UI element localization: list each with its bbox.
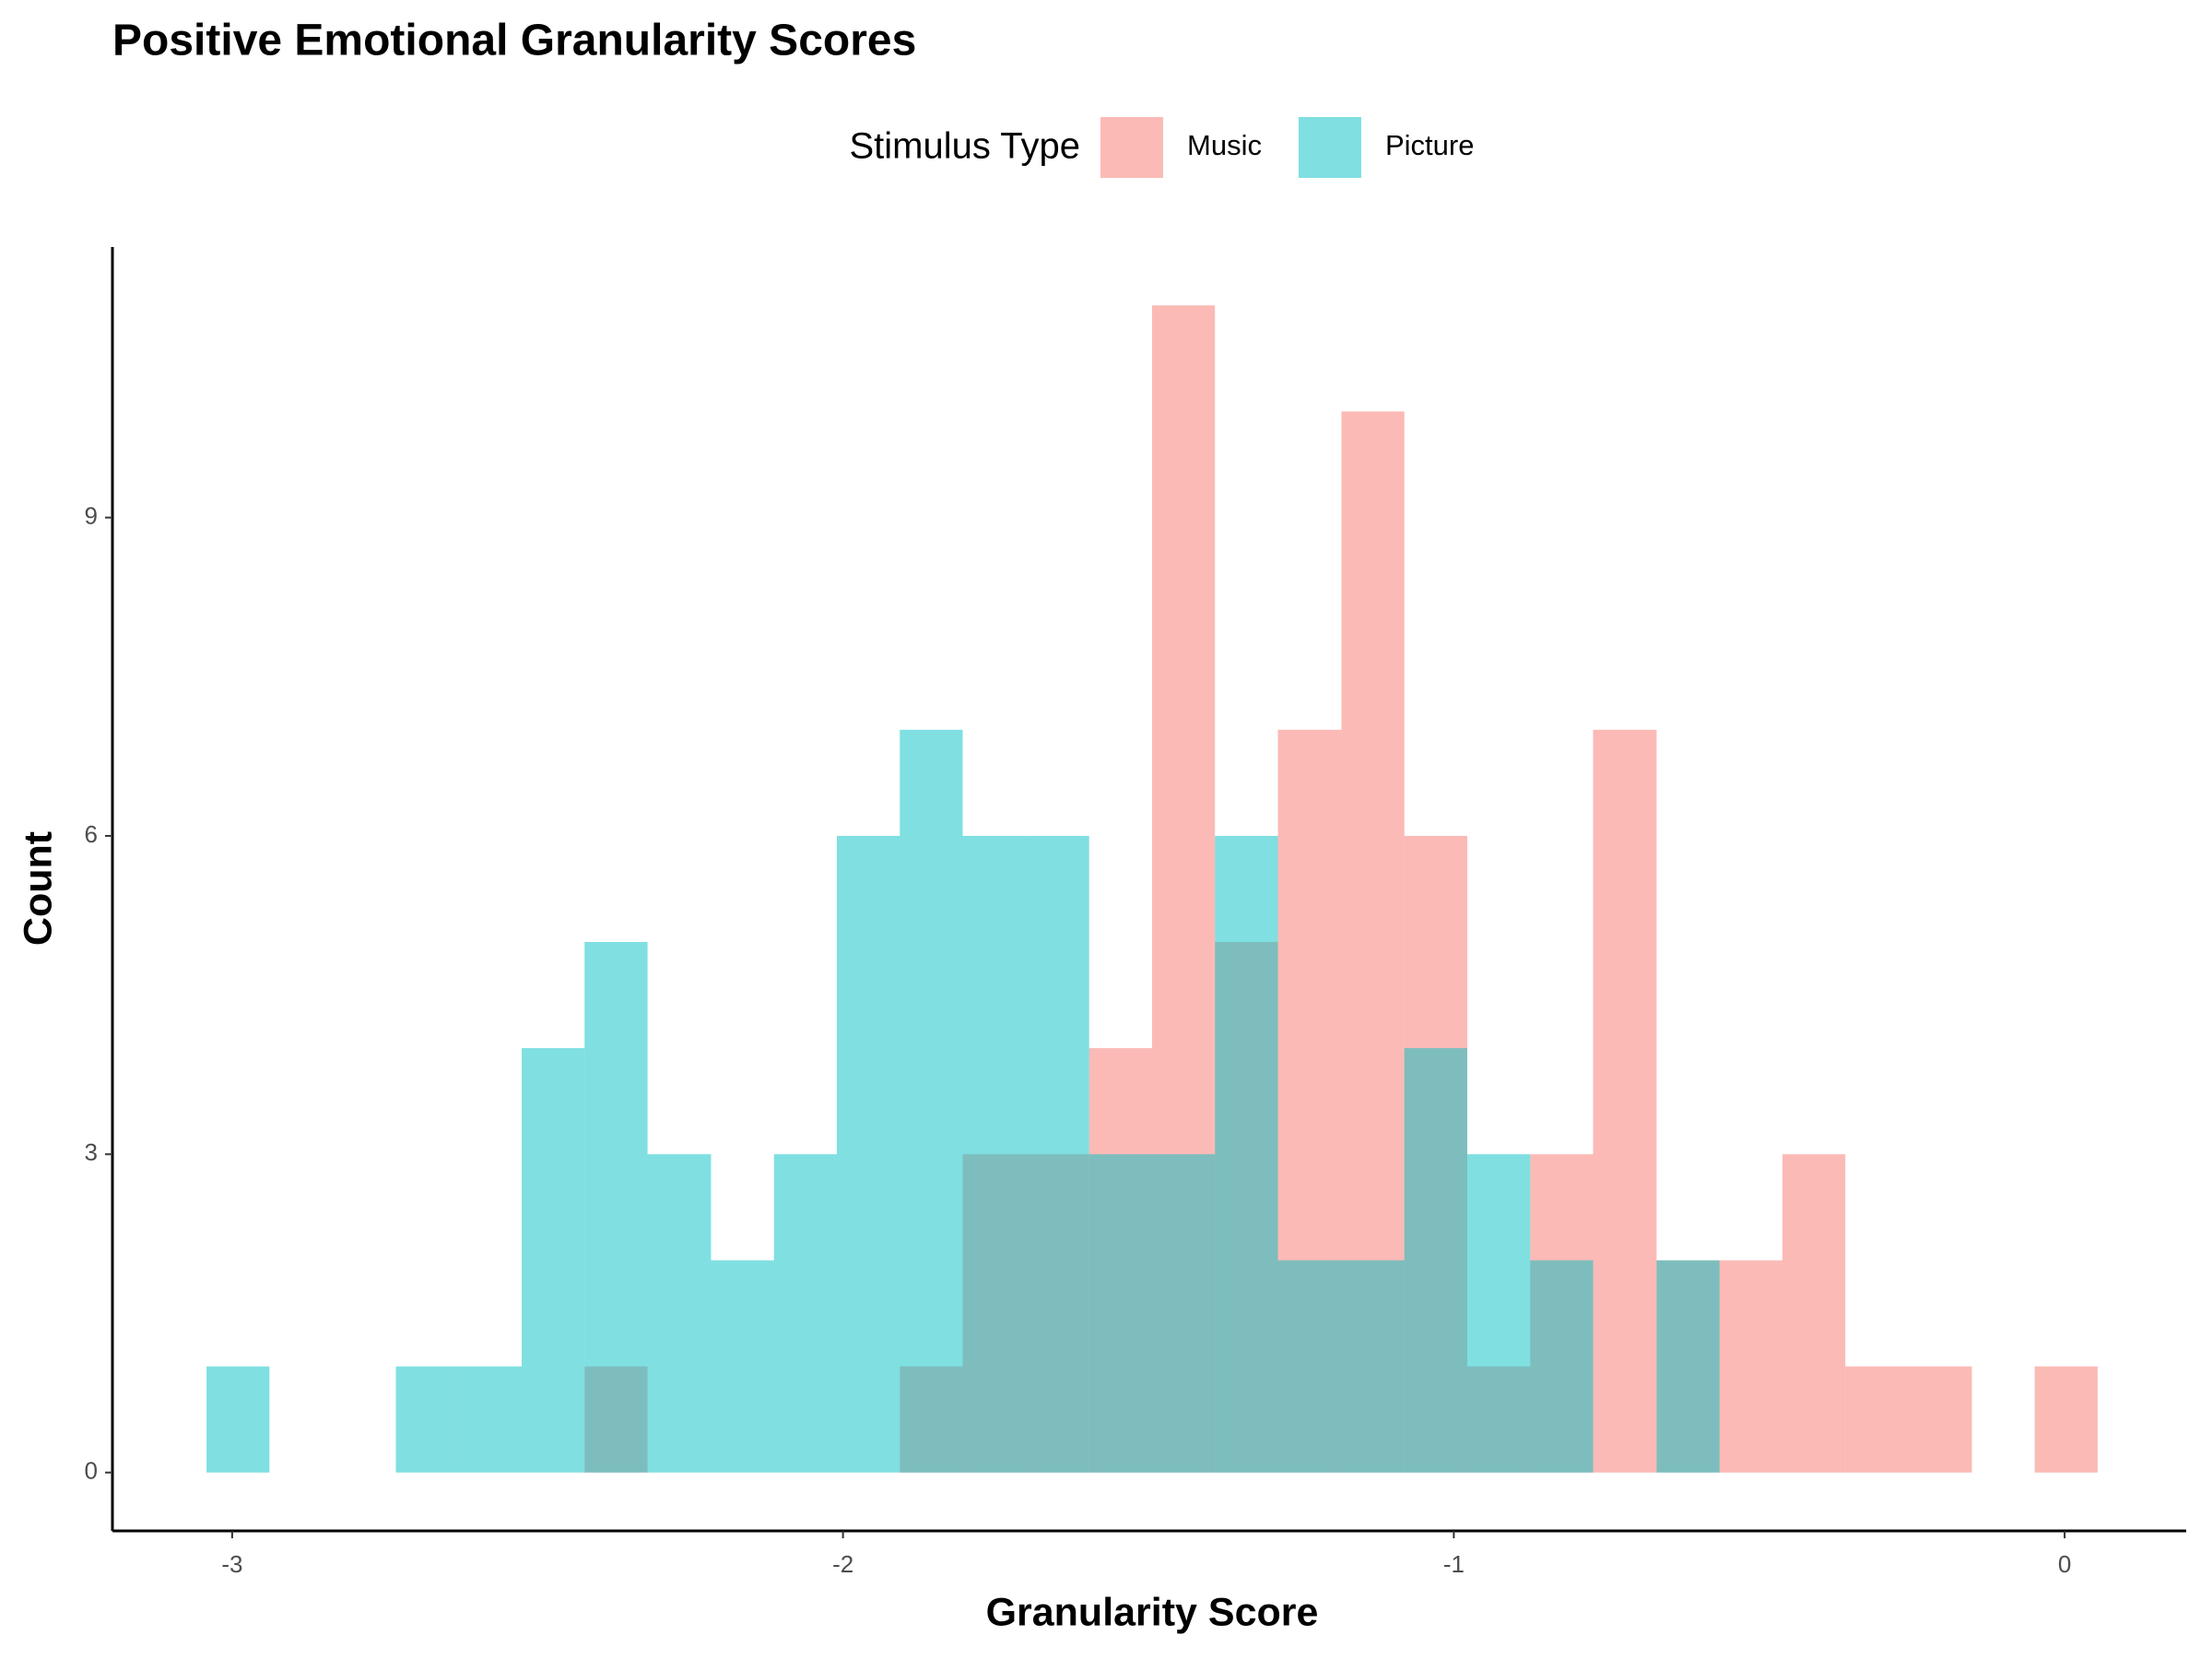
series-1 [206,729,1720,1473]
y-tick-label: 6 [85,820,98,848]
y-tick-label: 0 [85,1457,98,1485]
histogram-bar [1151,1154,1216,1473]
legend-label: Picture [1385,129,1474,161]
histogram-bar [1656,1260,1720,1473]
y-tick-label: 3 [85,1138,98,1166]
chart-title: Positive Emotional Granularity Scores [112,17,916,65]
legend-label: Music [1187,129,1262,161]
histogram-bar [647,1154,712,1473]
histogram-bar [1088,1154,1152,1473]
histogram-bar [1026,835,1089,1473]
x-tick-label: -1 [1443,1550,1465,1578]
y-tick-label: 9 [85,501,98,529]
histogram-bar [711,1260,774,1473]
legend-title: Stimulus Type [850,126,1081,167]
legend-key [1298,117,1361,178]
histogram-bar [1466,1154,1531,1473]
histogram-bar [1341,1260,1405,1473]
x-tick-label: 0 [2058,1550,2071,1578]
x-tick-label: -2 [832,1550,853,1578]
legend-key [1100,117,1163,178]
histogram-bar [962,835,1027,1473]
histogram-bar [773,1154,838,1473]
histogram-bar [2034,1366,2098,1473]
histogram-bar [1719,1260,1783,1473]
histogram-bar [1277,1260,1342,1473]
legend: Stimulus Type Music Picture [850,117,1474,178]
histogram-bar [900,729,963,1473]
histogram-bar [1404,1048,1467,1473]
histogram-bar [458,1366,523,1473]
histogram-bar [837,835,900,1473]
histogram-bar [1530,1260,1594,1473]
x-tick-label: -3 [221,1550,242,1578]
histogram-bar [1593,729,1657,1473]
histogram-bar [584,942,648,1473]
histogram-bar [522,1048,585,1473]
histogram-bar [1845,1366,1909,1473]
histogram-bar [206,1366,270,1473]
histogram-bar [395,1366,459,1473]
histogram-bar [1908,1366,1972,1473]
histogram-bar [1782,1154,1846,1473]
histogram-bar [1215,835,1278,1473]
y-axis-label: Count [16,831,60,946]
x-axis-label: Granularity Score [986,1590,1319,1634]
